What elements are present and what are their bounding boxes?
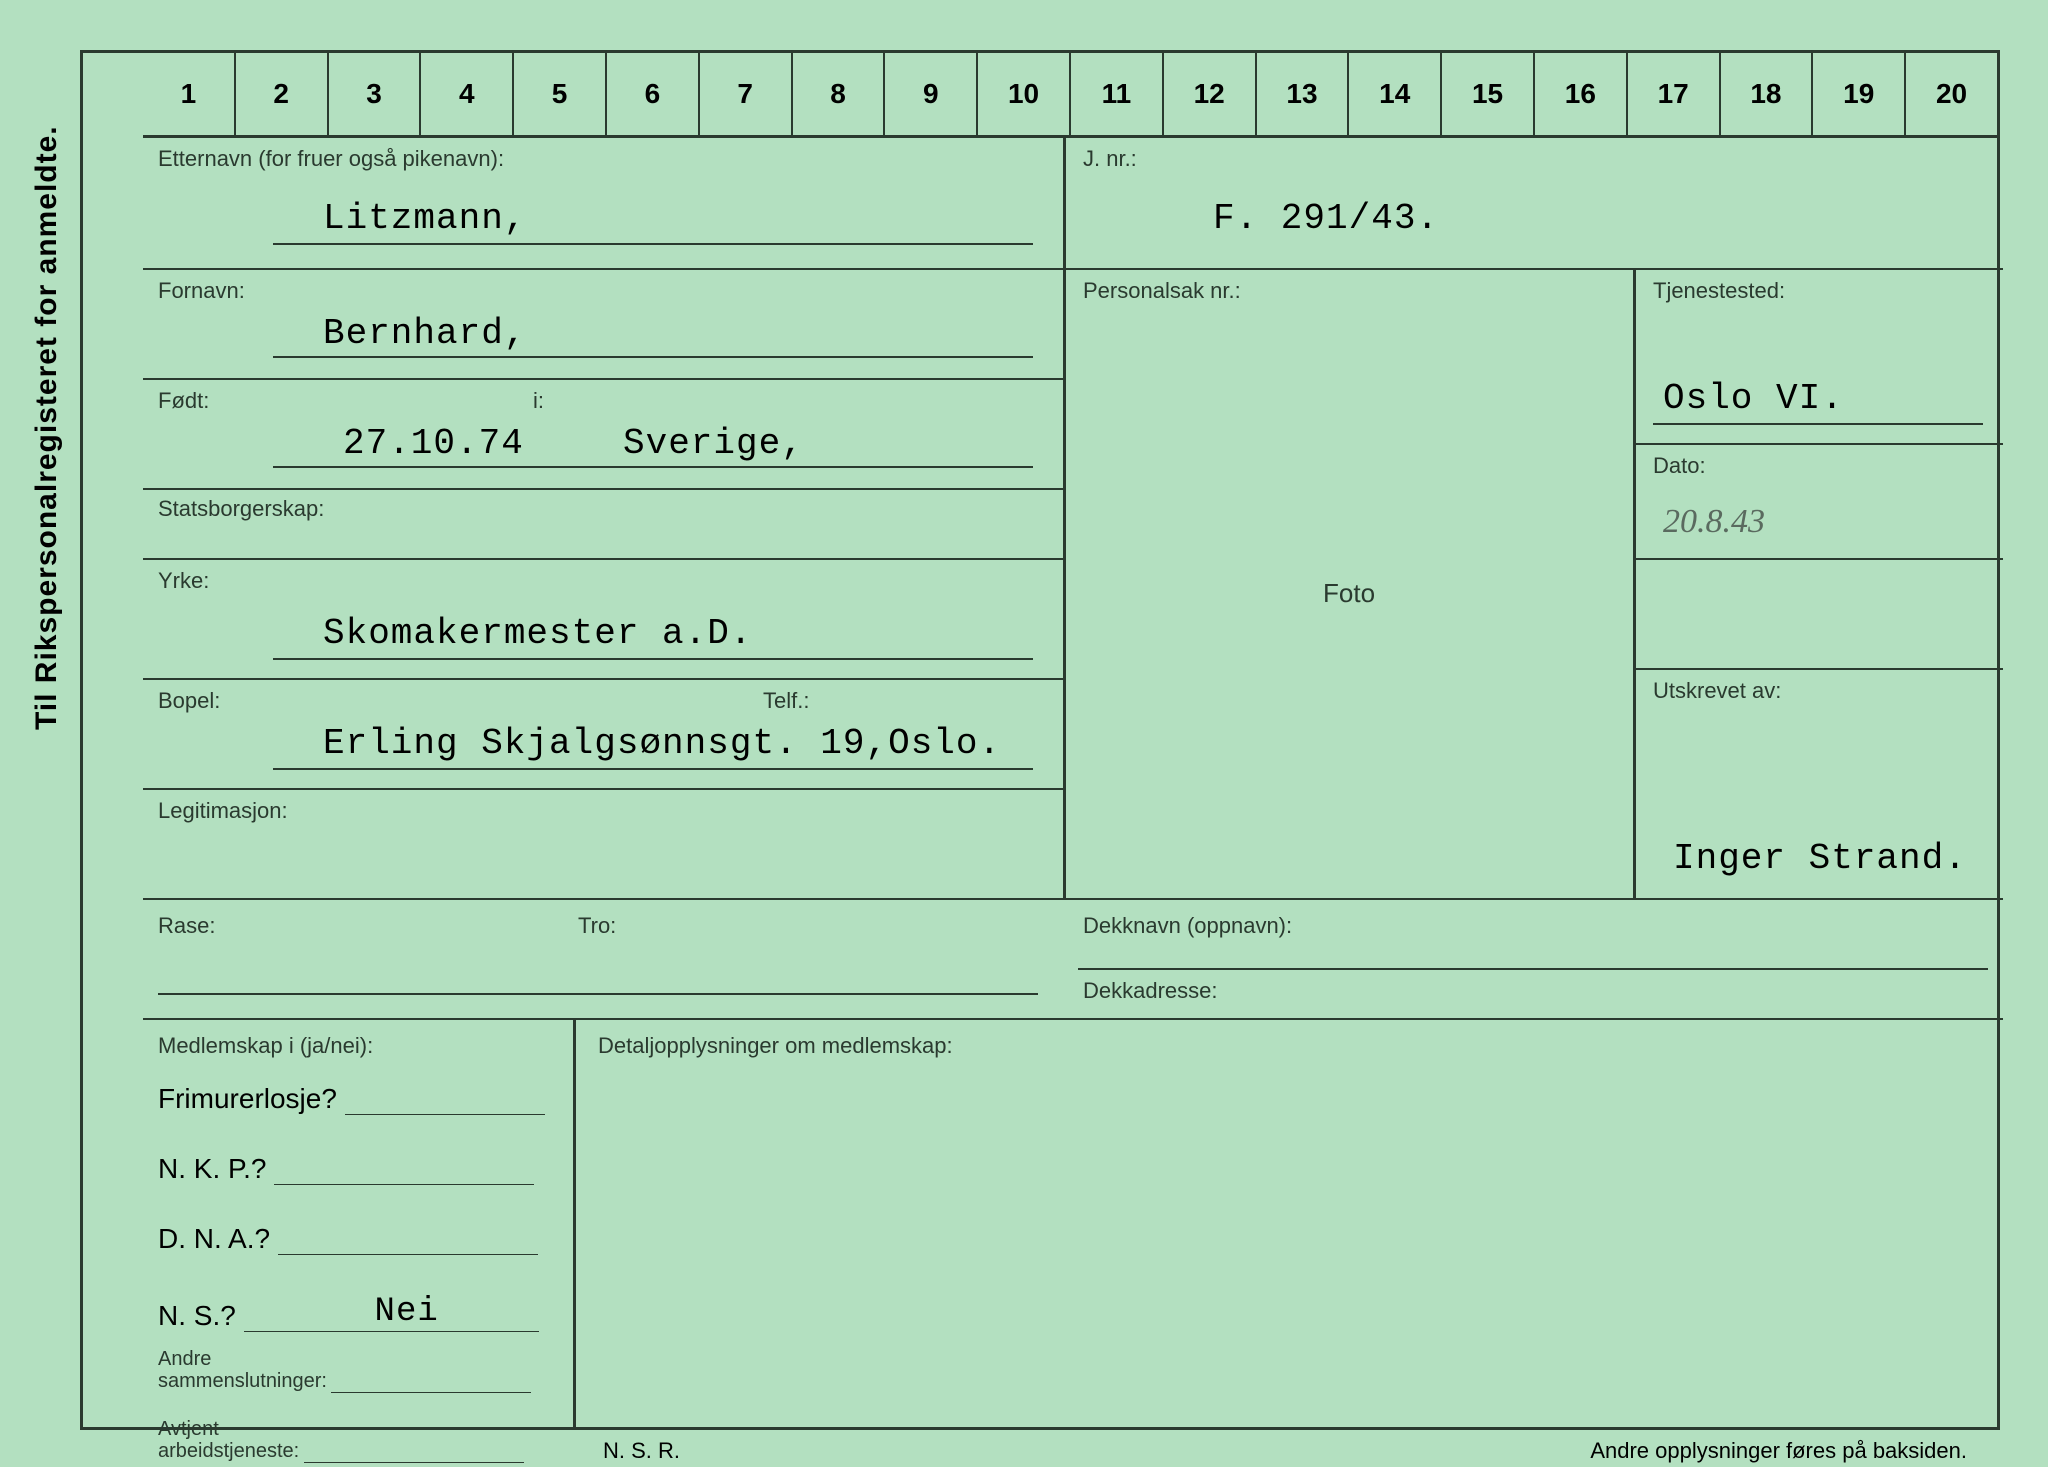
ruler-cell: 9	[883, 53, 976, 135]
label-bopel: Bopel:	[158, 688, 220, 713]
value-yrke: Skomakermester a.D.	[323, 613, 752, 654]
hline	[143, 488, 1063, 490]
label-medlemskap: Medlemskap i (ja/nei):	[158, 1033, 373, 1058]
label-dato: Dato:	[1653, 453, 1706, 478]
side-caption: Til Rikspersonalregisteret for anmeldte.	[30, 125, 64, 730]
blank-nkp	[274, 1184, 534, 1185]
registration-card: 1234567891011121314151617181920 Etternav…	[80, 50, 2000, 1430]
blank-frimurer	[345, 1114, 545, 1115]
hline	[143, 558, 1063, 560]
label-detalj: Detaljopplysninger om medlemskap:	[598, 1033, 953, 1058]
ruler-cell: 4	[419, 53, 512, 135]
label-dekknavn: Dekknavn (oppnavn):	[1083, 913, 1292, 938]
value-ns-wrap: Nei	[244, 1293, 539, 1332]
ruler-cell: 7	[698, 53, 791, 135]
label-tjenestested: Tjenestested:	[1653, 278, 1785, 303]
label-andre1: Andre	[158, 1348, 211, 1370]
divider-v3	[573, 1018, 576, 1428]
blank-andre	[331, 1392, 531, 1393]
label-yrke: Yrke:	[158, 568, 209, 593]
ruler-cell: 1	[143, 53, 234, 135]
ruler-cell: 3	[327, 53, 420, 135]
value-dato: 20.8.43	[1663, 503, 1765, 540]
form-body: Etternavn (for fruer også pikenavn): Lit…	[143, 138, 1997, 1427]
label-telf: Telf.:	[763, 688, 809, 713]
value-tjenestested: Oslo VI.	[1663, 378, 1844, 419]
ruler-cell: 11	[1069, 53, 1162, 135]
label-statsborgerskap: Statsborgerskap:	[158, 496, 324, 521]
underline	[273, 658, 1033, 660]
hline	[1633, 443, 2003, 445]
underline	[273, 243, 1033, 245]
blank-dna	[278, 1254, 538, 1255]
hline	[143, 378, 1063, 380]
label-avtjent2: arbeidstjeneste:	[158, 1440, 299, 1462]
footer-note: Andre opplysninger føres på baksiden.	[1590, 1438, 1967, 1464]
label-etternavn: Etternavn (for fruer også pikenavn):	[158, 146, 504, 171]
ruler-cell: 16	[1533, 53, 1626, 135]
label-avtjent1: Avtjent	[158, 1418, 219, 1440]
number-ruler: 1234567891011121314151617181920	[143, 53, 1997, 138]
hline	[143, 898, 2003, 900]
hline	[143, 1018, 2003, 1020]
label-nkp: N. K. P.?	[158, 1153, 266, 1184]
underline	[158, 993, 1038, 995]
ruler-cell: 2	[234, 53, 327, 135]
label-andre2: sammenslutninger:	[158, 1370, 327, 1392]
hline	[1063, 268, 2003, 270]
ruler-cell: 10	[976, 53, 1069, 135]
divider-v1	[1063, 138, 1066, 898]
ruler-cell: 8	[791, 53, 884, 135]
value-utskrevet: Inger Strand.	[1673, 838, 1967, 879]
label-utskrevet: Utskrevet av:	[1653, 678, 1781, 703]
underline	[273, 356, 1033, 358]
ruler-cell: 6	[605, 53, 698, 135]
label-dna: D. N. A.?	[158, 1223, 270, 1254]
label-frimurer: Frimurerlosje?	[158, 1083, 337, 1114]
ruler-cell: 14	[1347, 53, 1440, 135]
value-i: Sverige,	[623, 423, 804, 464]
value-fornavn: Bernhard,	[323, 313, 526, 354]
underline	[273, 466, 1033, 468]
label-dekkadresse: Dekkadresse:	[1083, 978, 1218, 1003]
ruler-cell: 18	[1719, 53, 1812, 135]
blank-avtjent	[304, 1462, 524, 1463]
label-personalsak: Personalsak nr.:	[1083, 278, 1241, 303]
label-jnr: J. nr.:	[1083, 146, 1137, 171]
underline	[273, 768, 1033, 770]
value-etternavn: Litzmann,	[323, 198, 526, 239]
hline	[143, 268, 1063, 270]
ruler-cell: 12	[1162, 53, 1255, 135]
ruler-cell: 19	[1811, 53, 1904, 135]
label-legitimasjon: Legitimasjon:	[158, 798, 288, 823]
hline	[143, 788, 1063, 790]
ruler-cell: 20	[1904, 53, 1997, 135]
hline	[1633, 668, 2003, 670]
value-ns: Nei	[375, 1293, 439, 1331]
ruler-cell: 15	[1440, 53, 1533, 135]
ruler-cell: 17	[1626, 53, 1719, 135]
label-fodt: Født:	[158, 388, 209, 413]
label-i: i:	[533, 388, 544, 413]
value-jnr: F. 291/43.	[1213, 198, 1439, 239]
label-foto: Foto	[1323, 578, 1375, 608]
underline	[1653, 423, 1983, 425]
value-fodt: 27.10.74	[343, 423, 524, 464]
label-tro: Tro:	[578, 913, 616, 938]
hline	[1078, 968, 1988, 970]
divider-v2	[1633, 268, 1636, 898]
hline	[1633, 558, 2003, 560]
label-nsr: N. S. R.	[603, 1438, 680, 1464]
label-fornavn: Fornavn:	[158, 278, 245, 303]
label-rase: Rase:	[158, 913, 215, 938]
ruler-cell: 13	[1255, 53, 1348, 135]
ruler-cell: 5	[512, 53, 605, 135]
label-ns: N. S.?	[158, 1300, 236, 1331]
hline	[143, 678, 1063, 680]
value-bopel: Erling Skjalgsønnsgt. 19,Oslo.	[323, 723, 1001, 764]
